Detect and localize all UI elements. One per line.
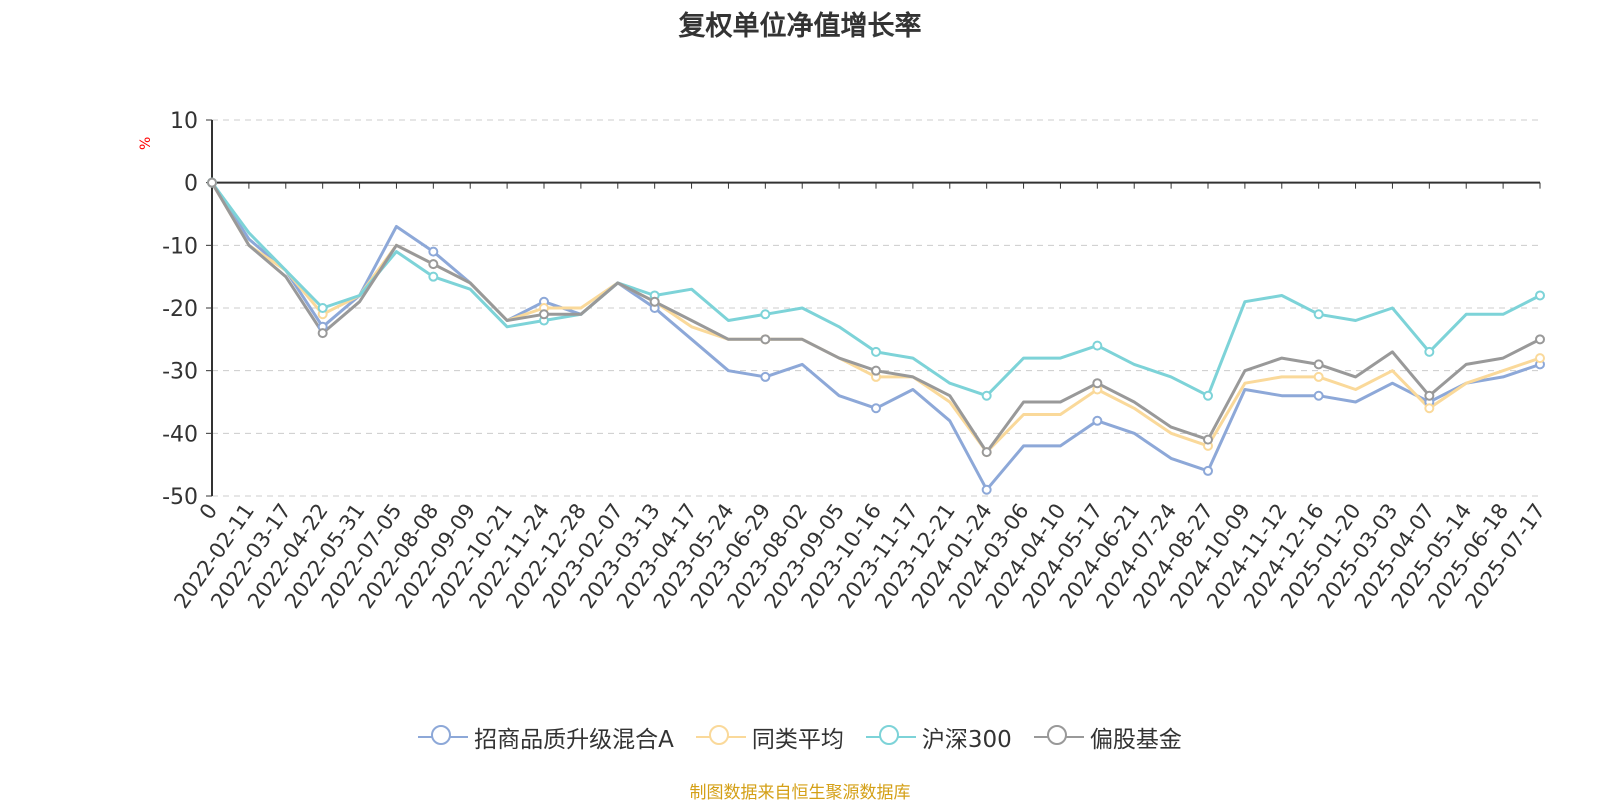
data-point: [539, 309, 549, 320]
data-point: [1092, 415, 1103, 426]
series-line-0: [210, 181, 1541, 492]
y-tick-label: -40: [162, 422, 198, 447]
series-points: [207, 177, 1545, 495]
y-tick-label: 10: [170, 109, 198, 134]
data-point: [760, 309, 771, 320]
data-point: [981, 390, 992, 401]
data-point: [1203, 465, 1213, 476]
y-tick-label: -20: [162, 297, 198, 322]
data-point: [1535, 334, 1545, 345]
data-point: [1424, 403, 1435, 414]
data-point: [317, 303, 328, 313]
data-point: [871, 365, 881, 376]
x-tick-label: 0: [195, 499, 222, 524]
data-point: [981, 484, 992, 495]
data-point: [1092, 340, 1103, 351]
legend-label: 偏股基金: [1089, 727, 1182, 753]
legend-item[interactable]: 偏股基金: [1033, 720, 1182, 754]
data-point: [1203, 390, 1213, 401]
data-point: [428, 259, 439, 270]
data-point: [428, 271, 439, 282]
y-tick-label: 0: [184, 172, 198, 197]
data-point: [207, 177, 217, 188]
data-point: [760, 371, 771, 382]
axes: 100-10-20-30-40-5002022-02-112022-03-172…: [162, 109, 1550, 613]
legend-label: 招商品质升级混合A: [474, 727, 674, 753]
data-point: [317, 328, 328, 339]
data-point: [1313, 390, 1324, 401]
data-point: [1535, 290, 1545, 301]
data-point: [1313, 309, 1324, 320]
legend-marker-icon: [695, 724, 746, 750]
legend-item[interactable]: 沪深300: [865, 720, 1012, 754]
data-point: [1313, 359, 1324, 370]
data-point: [871, 346, 881, 357]
data-point: [1424, 390, 1435, 401]
data-point: [428, 246, 439, 257]
data-point: [981, 447, 992, 458]
legend-label: 同类平均: [751, 727, 844, 753]
data-point: [760, 334, 771, 345]
data-point: [1203, 434, 1213, 445]
legend-item[interactable]: 同类平均: [695, 720, 844, 754]
legend: 招商品质升级混合A 同类平均 沪深300 偏股基金: [0, 720, 1600, 754]
chart-title: 复权单位净值增长率: [678, 11, 922, 42]
y-tick-label: -50: [162, 485, 198, 510]
grid-lines: [212, 119, 1540, 497]
data-point: [1092, 378, 1103, 389]
data-point: [1424, 346, 1435, 357]
data-point: [1535, 353, 1545, 364]
legend-marker-icon: [1033, 724, 1084, 750]
legend-marker-icon: [865, 724, 916, 750]
y-tick-label: -30: [162, 360, 198, 385]
data-point: [649, 296, 660, 307]
data-point: [871, 403, 881, 414]
series-line-2: [210, 181, 1541, 398]
source-note: 制图数据来自恒生聚源数据库: [689, 783, 911, 803]
legend-label: 沪深300: [921, 727, 1012, 753]
y-tick-label: -10: [162, 234, 198, 259]
legend-marker-icon: [418, 724, 469, 750]
legend-item[interactable]: 招商品质升级混合A: [418, 720, 674, 754]
data-point: [1313, 371, 1324, 382]
series-lines: [210, 181, 1541, 492]
